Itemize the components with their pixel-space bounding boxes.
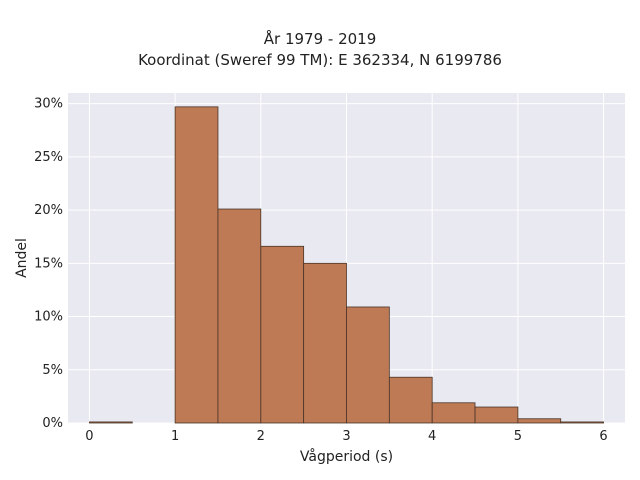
x-axis-title: Vågperiod (s) <box>300 448 393 465</box>
histogram-bar <box>474 406 519 424</box>
x-tick-label: 0 <box>85 429 93 444</box>
y-tick-label: 5% <box>42 363 63 378</box>
x-tick-label: 4 <box>428 429 436 444</box>
x-tick-label: 5 <box>514 429 522 444</box>
y-tick-label: 15% <box>34 256 63 271</box>
chart-title: År 1979 - 2019 <box>263 30 377 48</box>
x-tick-label: 2 <box>257 429 265 444</box>
y-tick-label: 20% <box>34 203 63 218</box>
chart-subtitle: Koordinat (Sweref 99 TM): E 362334, N 61… <box>138 51 502 69</box>
histogram-bar <box>217 208 262 424</box>
histogram-bar <box>89 421 133 424</box>
x-tick-label: 3 <box>342 429 350 444</box>
histogram-bar <box>431 402 476 424</box>
histogram-bar <box>260 245 305 424</box>
y-tick-label: 30% <box>34 97 63 112</box>
y-axis-title: Andel <box>14 238 30 278</box>
histogram-bar <box>517 418 562 424</box>
x-tick-label: 1 <box>171 429 179 444</box>
histogram-bar <box>303 262 347 424</box>
histogram-bars <box>89 106 604 424</box>
axis-tick-labels: 0 1 2 3 4 5 6 0% 5% 10% 15% 20% 25% 30% <box>34 97 608 444</box>
y-tick-label: 25% <box>34 150 63 165</box>
y-tick-label: 10% <box>34 310 63 325</box>
histogram-bar <box>174 106 219 424</box>
histogram-bar <box>560 421 604 424</box>
histogram-bar <box>346 306 390 424</box>
y-tick-label: 0% <box>42 416 63 431</box>
x-tick-label: 6 <box>599 429 607 444</box>
histogram-bar <box>388 376 433 424</box>
